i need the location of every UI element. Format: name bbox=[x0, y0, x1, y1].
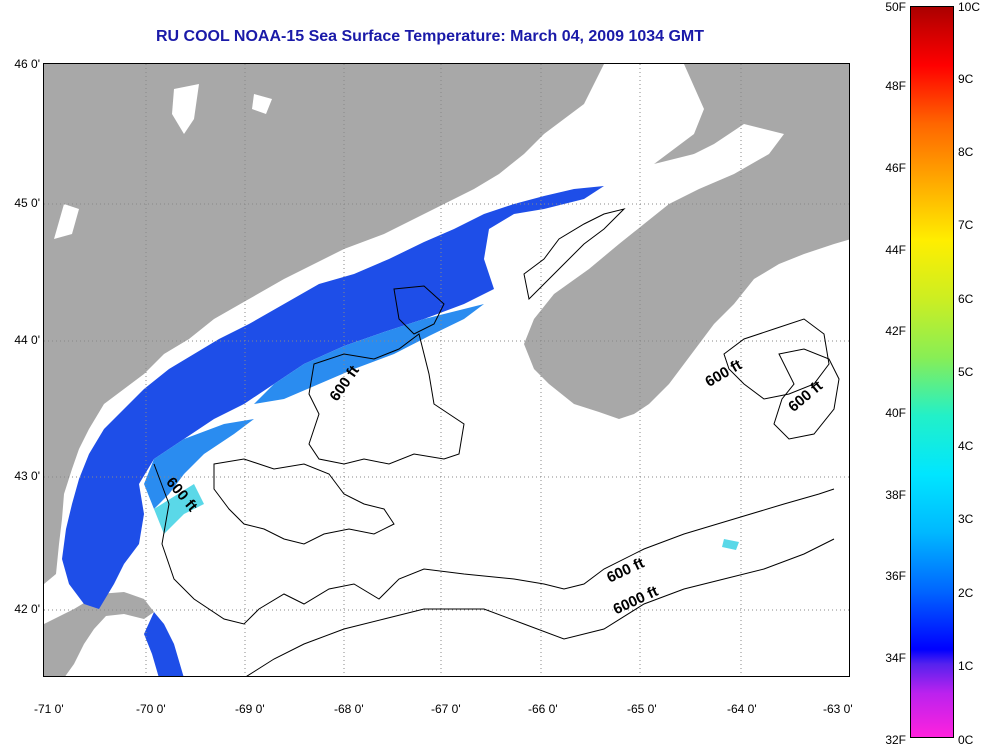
lat-label-43: 43 0' bbox=[14, 469, 40, 483]
lon-label-69: -69 0' bbox=[235, 702, 265, 716]
colorbar-f-32: 32F bbox=[885, 733, 906, 747]
graticule bbox=[44, 64, 849, 676]
colorbar-f-42: 42F bbox=[885, 324, 906, 338]
map-canvas bbox=[44, 64, 849, 676]
lon-label-70: -70 0' bbox=[136, 702, 166, 716]
land-maritimes bbox=[524, 64, 849, 419]
colorbar-c-7: 7C bbox=[958, 218, 974, 232]
land-cape-cod bbox=[44, 592, 154, 676]
lon-label-63: -63 0' bbox=[823, 702, 853, 716]
colorbar-f-36: 36F bbox=[885, 569, 906, 583]
colorbar-c-6: 6C bbox=[958, 292, 974, 306]
colorbar-f-40: 40F bbox=[885, 406, 906, 420]
colorbar-c-10: 10C bbox=[958, 0, 981, 14]
lon-label-71: -71 0' bbox=[34, 702, 64, 716]
colorbar-c-5: 5C bbox=[958, 365, 974, 379]
colorbar-c-3: 3C bbox=[958, 512, 974, 526]
sst-map bbox=[43, 63, 850, 677]
lat-label-44: 44 0' bbox=[14, 333, 40, 347]
sst-coastal-band bbox=[62, 186, 604, 609]
colorbar-c-9: 9C bbox=[958, 72, 974, 86]
lon-label-67: -67 0' bbox=[431, 702, 461, 716]
map-title: RU COOL NOAA-15 Sea Surface Temperature:… bbox=[155, 28, 705, 45]
colorbar-f-50: 50F bbox=[885, 0, 906, 14]
lon-label-65: -65 0' bbox=[627, 702, 657, 716]
colorbar-f-48: 48F bbox=[885, 79, 906, 93]
colorbar-f-38: 38F bbox=[885, 488, 906, 502]
colorbar-f-46: 46F bbox=[885, 161, 906, 175]
colorbar-c-2: 2C bbox=[958, 586, 974, 600]
lon-label-68: -68 0' bbox=[334, 702, 364, 716]
colorbar-c-8: 8C bbox=[958, 145, 974, 159]
lat-label-45: 45 0' bbox=[14, 196, 40, 210]
temperature-colorbar bbox=[910, 6, 954, 738]
lat-label-46: 46 0' bbox=[14, 57, 40, 71]
colorbar-f-44: 44F bbox=[885, 243, 906, 257]
colorbar-c-1: 1C bbox=[958, 659, 974, 673]
lon-label-66: -66 0' bbox=[528, 702, 558, 716]
lon-label-64: -64 0' bbox=[727, 702, 757, 716]
lat-label-42: 42 0' bbox=[14, 602, 40, 616]
bathymetry-contours bbox=[153, 208, 840, 676]
sst-south-strip bbox=[144, 612, 184, 676]
land-new-england bbox=[44, 64, 604, 584]
colorbar-c-0: 0C bbox=[958, 733, 974, 747]
colorbar-c-4: 4C bbox=[958, 439, 974, 453]
colorbar-f-34: 34F bbox=[885, 651, 906, 665]
